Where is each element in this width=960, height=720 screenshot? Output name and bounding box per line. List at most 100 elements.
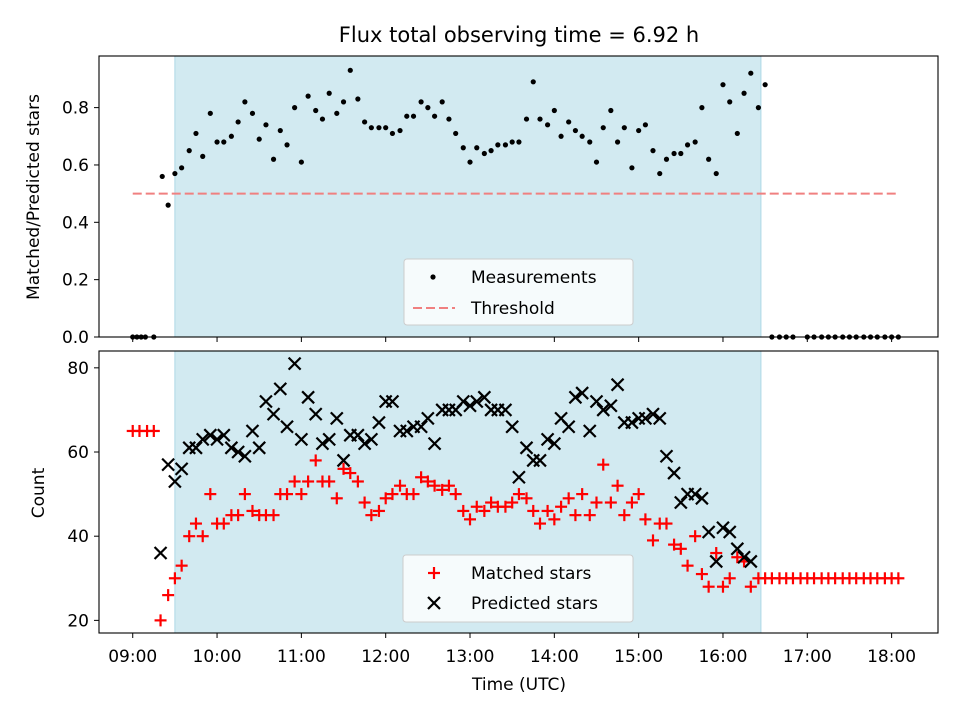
matched-star-point (541, 504, 554, 517)
predicted-star-point (294, 432, 309, 447)
matched-star-point (478, 504, 491, 517)
predicted-star-point (477, 390, 492, 405)
bottom-legend-box (402, 554, 634, 623)
top-y-tick-label: 0.2 (62, 271, 89, 291)
matched-star-point (512, 488, 525, 501)
matched-star-point (534, 517, 547, 530)
bottom-plot-frame (98, 350, 939, 634)
x-stroke (610, 377, 625, 392)
measurement-point (587, 139, 593, 145)
measurement-point (720, 82, 726, 88)
measurement-point (207, 110, 213, 116)
x-stroke (294, 432, 309, 447)
x-stroke (652, 411, 667, 426)
x-stroke (308, 407, 323, 421)
bottom-y-tick-label: 40 (67, 527, 89, 547)
measurement-point (636, 127, 642, 134)
matched-star-point (716, 580, 729, 593)
matched-stars-legend-marker (428, 567, 440, 579)
predicted-star-point (456, 394, 471, 409)
x-stroke (596, 403, 611, 417)
predicted-star-point (519, 441, 534, 455)
matched-star-point (892, 572, 905, 585)
predicted-star-point (174, 462, 189, 476)
x-stroke (231, 445, 245, 459)
x-tick-label: 12:00 (361, 647, 410, 667)
predicted-star-point (610, 377, 625, 392)
measurement-point (467, 159, 473, 165)
matched-star-point (520, 492, 533, 505)
matched-stars-legend-label: Matched stars (471, 564, 591, 584)
x-stroke (330, 411, 344, 426)
x-tick-label: 15:00 (614, 647, 663, 667)
x-stroke (722, 525, 737, 539)
x-stroke (646, 407, 660, 421)
predicted-stars-legend-label: Predicted stars (471, 594, 598, 614)
predicted-star-point (287, 356, 302, 371)
matched-star-point (217, 517, 230, 530)
measurement-point (292, 105, 298, 111)
x-tick-label: 14:00 (530, 647, 579, 667)
measurement-point (657, 170, 663, 177)
x-stroke (554, 411, 568, 426)
bottom-y-tick-label: 20 (67, 611, 89, 631)
matched-star-point (548, 513, 561, 526)
predicted-star-point (604, 398, 618, 413)
measurement-point (509, 139, 515, 145)
matched-star-point (281, 488, 294, 501)
matched-star-point (379, 492, 392, 505)
measurement-point (488, 148, 494, 154)
x-stroke (252, 441, 266, 455)
x-stroke (301, 390, 315, 405)
measurement-point (172, 170, 178, 177)
predicted-star-point (744, 554, 758, 569)
measurement-point (186, 148, 192, 154)
measurement-point (495, 142, 501, 148)
measurement-point (748, 70, 754, 76)
measurement-point (706, 156, 712, 162)
measurement-point (389, 130, 396, 137)
measurement-point (551, 107, 557, 114)
matched-star-point (344, 467, 357, 480)
x-tick-label: 13:00 (446, 647, 495, 667)
measurement-point (270, 156, 277, 162)
predicted-star-point (716, 520, 730, 535)
measurement-point (481, 150, 487, 157)
measurement-point (200, 153, 206, 159)
measurement-point (678, 150, 684, 157)
measurements-legend-label: Measurements (471, 268, 597, 288)
predicted-star-point (351, 428, 365, 442)
x-stroke (357, 436, 372, 451)
measurement-point (692, 139, 698, 145)
measurement-point (277, 127, 283, 134)
top-legend-box (403, 258, 634, 326)
matched-star-point (154, 614, 167, 627)
measurement-point (734, 130, 740, 137)
predicted-star-point (547, 436, 562, 451)
predicted-star-point (203, 428, 218, 442)
predicted-star-point (667, 466, 681, 480)
x-stroke (245, 424, 260, 438)
matched-star-point (702, 580, 715, 593)
predicted-star-point (646, 407, 660, 421)
predicted-star-point (153, 546, 168, 560)
x-stroke (287, 356, 302, 371)
matched-star-point (611, 479, 624, 492)
measurement-point (755, 105, 761, 111)
matched-star-point (394, 479, 407, 492)
measurement-point (179, 165, 185, 171)
measurement-point (608, 107, 614, 114)
measurement-point (235, 119, 241, 125)
measurement-point (593, 159, 600, 165)
matched-star-point (147, 424, 160, 437)
x-stroke (280, 419, 294, 434)
threshold-legend-label: Threshold (470, 299, 555, 319)
measurement-point (165, 202, 171, 208)
measurement-point (425, 105, 431, 111)
matched-star-point (295, 488, 308, 501)
measurement-point (383, 125, 389, 131)
predicted-star-point (730, 542, 745, 556)
measurement-point (159, 173, 165, 180)
matched-star-point (372, 504, 385, 517)
predicted-star-point (512, 470, 526, 485)
